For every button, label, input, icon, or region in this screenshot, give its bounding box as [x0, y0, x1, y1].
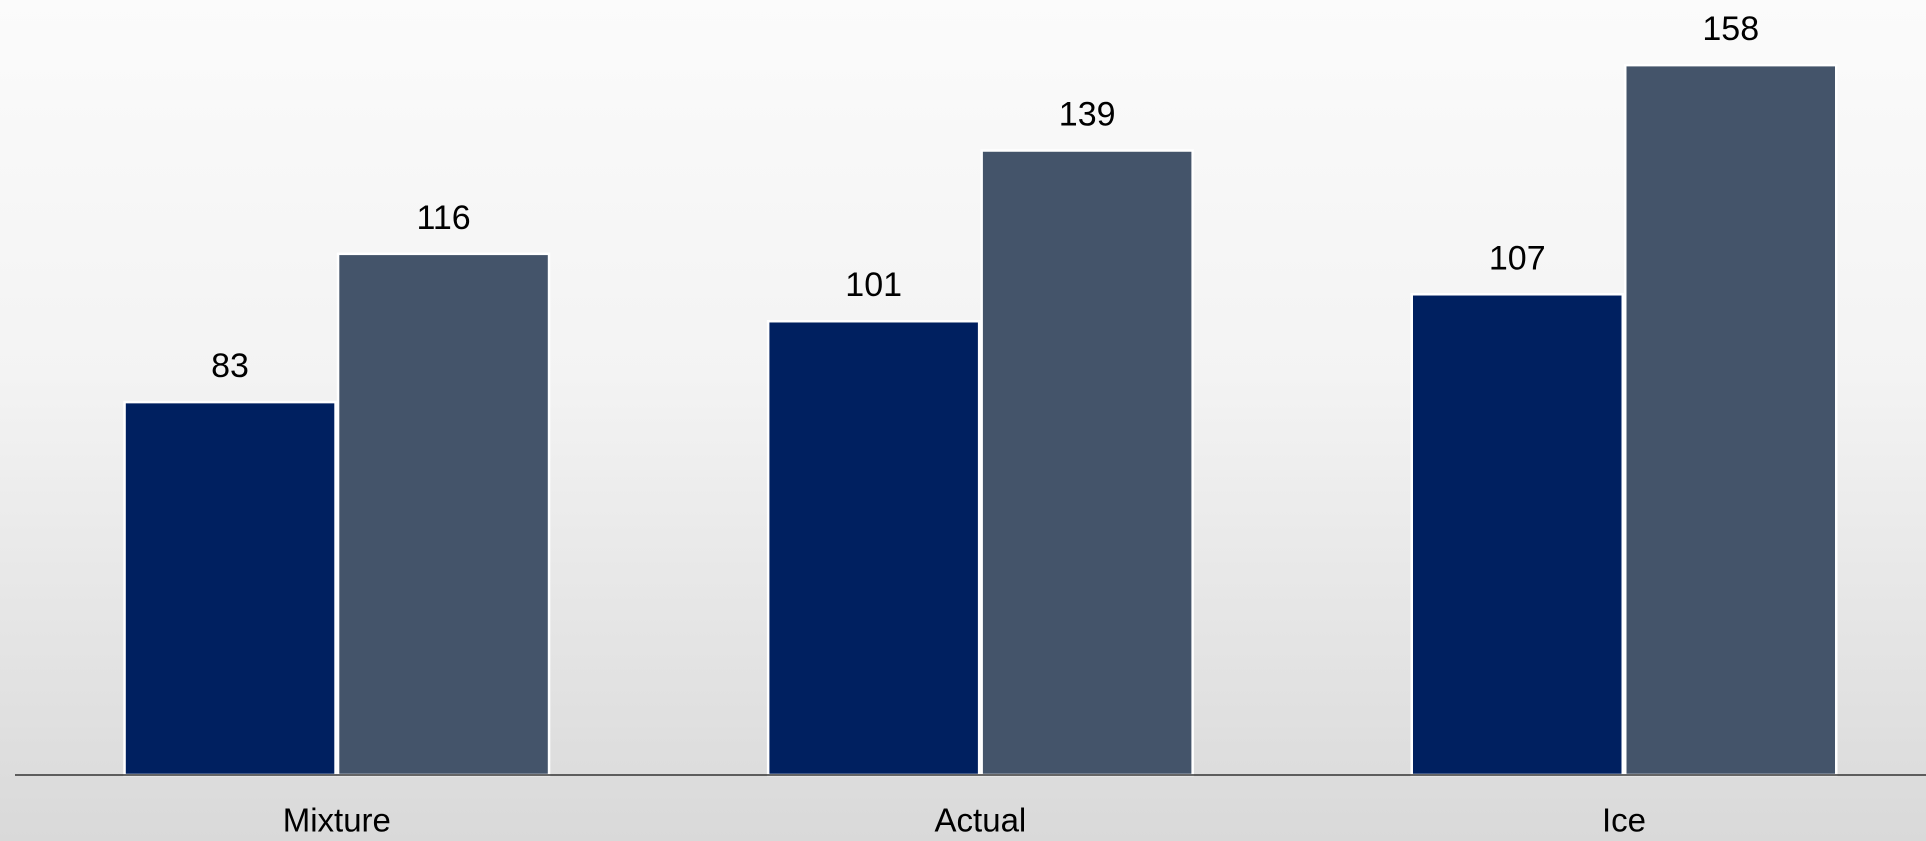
data-label: 158 [1702, 10, 1759, 48]
data-label: 107 [1489, 239, 1546, 277]
bar [766, 319, 981, 777]
data-label: 116 [416, 199, 470, 237]
bar [123, 400, 337, 777]
plot-area: Mixture 83 116 Actual 101 139 Ice 107 158 [123, 10, 1838, 839]
x-tick-label: Actual [935, 802, 1027, 839]
bar [336, 252, 551, 777]
bar [1410, 293, 1624, 777]
data-label: 101 [845, 266, 902, 304]
x-tick-label: Ice [1602, 802, 1646, 839]
bar [1624, 63, 1838, 777]
bar [980, 149, 1194, 777]
data-label: 139 [1059, 95, 1116, 133]
x-tick-label: Mixture [283, 802, 391, 839]
data-label: 83 [211, 347, 249, 385]
